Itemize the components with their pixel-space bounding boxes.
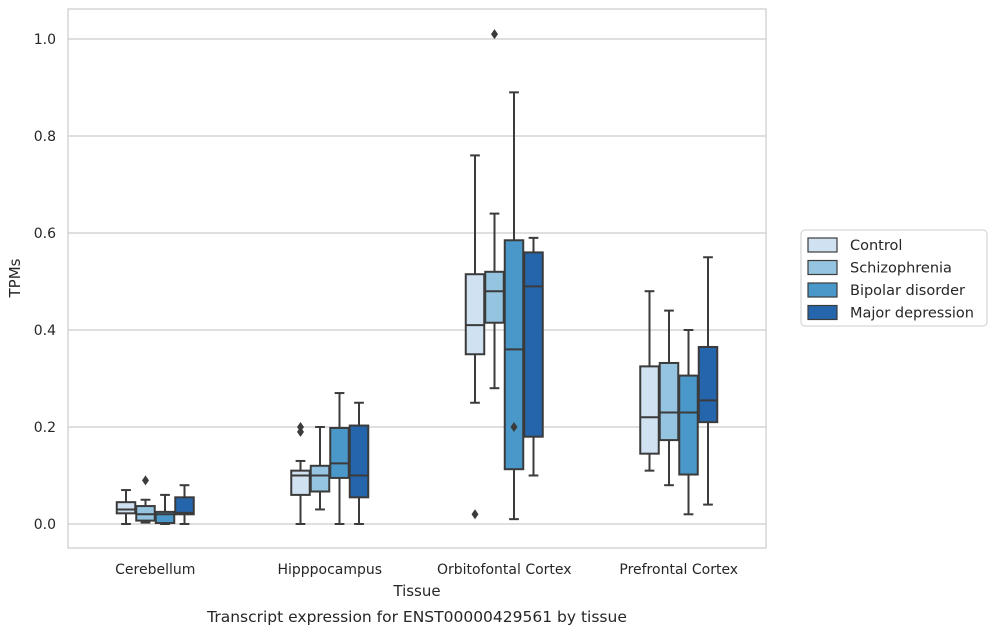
box-body: [639, 365, 660, 455]
box-major-depression: [697, 256, 719, 506]
box-body: [484, 270, 505, 324]
legend-frame: [800, 229, 988, 327]
box-schizophrenia: [135, 475, 156, 524]
gridlines: [68, 38, 766, 525]
y-tick-label: 0.6: [34, 226, 56, 242]
box-major-depression: [174, 484, 195, 525]
box-control: [115, 489, 137, 525]
box-body: [658, 361, 680, 442]
outlier-point: [297, 422, 304, 432]
y-axis-ticks: 0.0 0.2 0.4 0.6 0.8 1.0: [34, 32, 56, 533]
y-tick-label: 1.0: [34, 32, 56, 48]
box-body: [329, 426, 350, 479]
box-bipolar-disorder: [503, 91, 525, 521]
box-body: [290, 469, 311, 496]
legend-label: Schizophrenia: [850, 261, 952, 277]
box-schizophrenia: [309, 426, 331, 511]
box-schizophrenia: [658, 309, 680, 487]
legend-label: Major depression: [850, 306, 974, 322]
outlier-point: [491, 29, 498, 40]
y-axis-label: TPMs: [6, 258, 24, 298]
y-tick-label: 0.0: [34, 517, 56, 533]
box-major-depression: [348, 401, 370, 525]
box-body: [174, 496, 195, 516]
legend: Control Schizophrenia Bipolar disorder Majo…: [800, 229, 988, 327]
x-tick-label: Orbitofontal Cortex: [437, 562, 572, 578]
box-body: [154, 510, 176, 525]
y-tick-label: 0.4: [34, 323, 56, 339]
x-tick-label: Cerebellum: [115, 562, 195, 578]
box-body: [115, 501, 137, 515]
box-bipolar-disorder: [678, 329, 699, 516]
legend-swatch: [807, 304, 838, 321]
legend-swatch: [807, 259, 838, 276]
box-bipolar-disorder: [329, 392, 350, 525]
y-tick-label: 0.2: [34, 420, 56, 436]
outlier-point: [510, 422, 518, 432]
outlier-point: [142, 475, 149, 486]
box-control: [290, 422, 311, 525]
legend-swatch: [807, 282, 838, 298]
box-body: [464, 273, 486, 356]
box-body: [678, 374, 699, 476]
box-body: [348, 424, 370, 499]
box-control: [464, 154, 486, 520]
box-control: [639, 290, 660, 472]
plot-area: [67, 8, 767, 549]
box-plots: [115, 29, 719, 525]
box-body: [697, 345, 719, 424]
box-bipolar-disorder: [154, 493, 176, 525]
x-axis-ticks: Cerebellum Hipppocampus Orbitofontal Corte…: [115, 562, 738, 578]
y-tick-label: 0.8: [34, 129, 56, 145]
chart-caption: Transcript expression for ENST0000042956…: [206, 608, 627, 626]
box-body: [523, 251, 544, 438]
box-body: [309, 464, 331, 493]
legend-label: Bipolar disorder: [850, 283, 965, 299]
legend-swatch: [807, 237, 838, 253]
legend-label: Control: [850, 238, 902, 254]
outlier-point: [471, 509, 479, 520]
box-major-depression: [523, 236, 544, 477]
x-tick-label: Hipppocampus: [277, 562, 382, 578]
box-body: [503, 239, 525, 471]
x-tick-label: Prefrontal Cortex: [619, 562, 738, 578]
box-schizophrenia: [484, 29, 505, 390]
x-axis-label: Tissue: [392, 582, 440, 600]
